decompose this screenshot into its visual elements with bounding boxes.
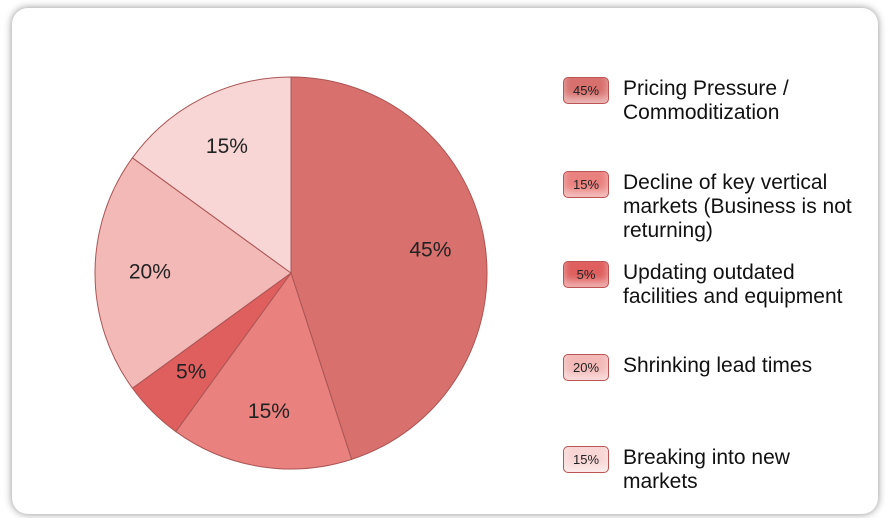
legend-swatch: 20% bbox=[563, 354, 609, 381]
legend-swatch: 15% bbox=[563, 171, 609, 198]
pie-slice bbox=[175, 271, 353, 470]
legend-item: 15% Decline of key vertical markets (Busi… bbox=[563, 171, 863, 243]
legend-label: Shrinking lead times bbox=[623, 354, 813, 377]
slice-label: 20% bbox=[129, 261, 171, 284]
pie-slice bbox=[94, 157, 292, 389]
legend-item: 5% Updating outdated facilities and equip… bbox=[563, 261, 863, 309]
slice-label: 15% bbox=[248, 400, 290, 423]
pie-slice bbox=[131, 76, 292, 274]
legend-swatch: 15% bbox=[563, 446, 609, 473]
legend-label: Decline of key vertical markets (Busines… bbox=[623, 171, 852, 242]
legend-label: Pricing Pressure / Commoditization bbox=[623, 77, 789, 124]
legend-item: 45% Pricing Pressure / Commoditization bbox=[563, 77, 863, 125]
legend-item: 15% Breaking into new markets bbox=[563, 446, 863, 494]
legend-swatch: 45% bbox=[563, 77, 609, 104]
legend-swatch: 5% bbox=[563, 261, 609, 288]
legend-item: 20% Shrinking lead times bbox=[563, 354, 863, 381]
slice-label: 45% bbox=[409, 238, 451, 261]
pie-slice bbox=[290, 76, 488, 461]
slice-label: 5% bbox=[176, 360, 206, 383]
slice-label: 15% bbox=[206, 135, 248, 158]
legend-label: Breaking into new markets bbox=[623, 446, 790, 493]
legend-label: Updating outdated facilities and equipme… bbox=[623, 261, 843, 308]
